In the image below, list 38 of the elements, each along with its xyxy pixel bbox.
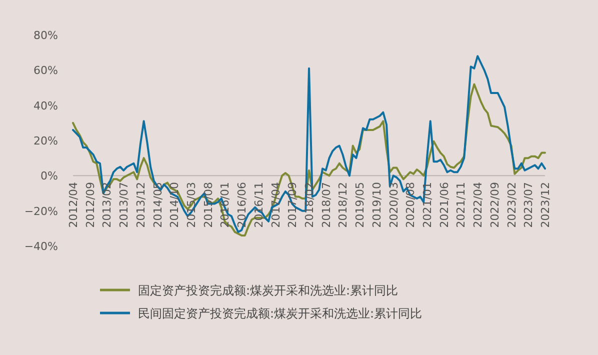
- y-tick-label: 20%: [34, 134, 58, 148]
- x-tick-label: 2021/11: [454, 182, 468, 228]
- x-tick-label: 2019/10: [370, 182, 384, 228]
- x-tick-label: 2021/01: [421, 182, 434, 228]
- y-tick-label: −20%: [24, 204, 58, 218]
- x-tick-label: 2016/06: [236, 182, 249, 228]
- x-tick-label: 2020/08: [404, 182, 418, 228]
- x-tick-label: 2018/02: [303, 182, 316, 228]
- x-tick-label: 2012/04: [67, 182, 80, 228]
- y-tick-label: 0%: [40, 170, 58, 183]
- x-tick-label: 2014/05: [151, 182, 164, 228]
- x-tick-label: 2023/12: [539, 182, 552, 228]
- x-tick-label: 2018/12: [336, 182, 350, 228]
- x-tick-label: 2023/07: [522, 182, 536, 228]
- x-tick-label: 2021/06: [438, 182, 451, 228]
- x-tick-label: 2019/05: [354, 182, 367, 228]
- x-tick-label: 2023/02: [505, 182, 518, 228]
- y-tick-label: 60%: [34, 64, 58, 78]
- x-tick-label: 2017/04: [269, 182, 282, 228]
- x-tick-label: 2012/09: [84, 182, 97, 228]
- x-tick-label: 2017/09: [286, 182, 300, 228]
- x-tick-label: 2013/07: [118, 182, 131, 228]
- x-tick-label: 2013/02: [100, 182, 114, 228]
- x-tick-label: 2022/04: [472, 182, 485, 228]
- x-tick-label: 2018/07: [320, 182, 333, 228]
- y-tick-label: −40%: [24, 240, 58, 253]
- x-tick-label: 2016/11: [252, 182, 266, 228]
- x-tick-label: 2022/09: [488, 182, 502, 228]
- y-tick-label: 40%: [34, 99, 58, 112]
- legend-label: 民间固定资产投资完成额:煤炭开采和洗选业:累计同比: [138, 306, 422, 320]
- x-tick-label: 2016/01: [218, 182, 232, 228]
- x-tick-label: 2015/08: [202, 182, 215, 228]
- x-tick-label: 2013/12: [134, 182, 148, 228]
- x-tick-label: 2020/03: [387, 182, 400, 228]
- legend-label: 固定资产投资完成额:煤炭开采和洗选业:累计同比: [138, 284, 398, 298]
- x-tick-label: 2014/10: [168, 182, 182, 228]
- x-tick-label: 2015/03: [185, 182, 198, 228]
- y-tick-label: 80%: [34, 29, 58, 42]
